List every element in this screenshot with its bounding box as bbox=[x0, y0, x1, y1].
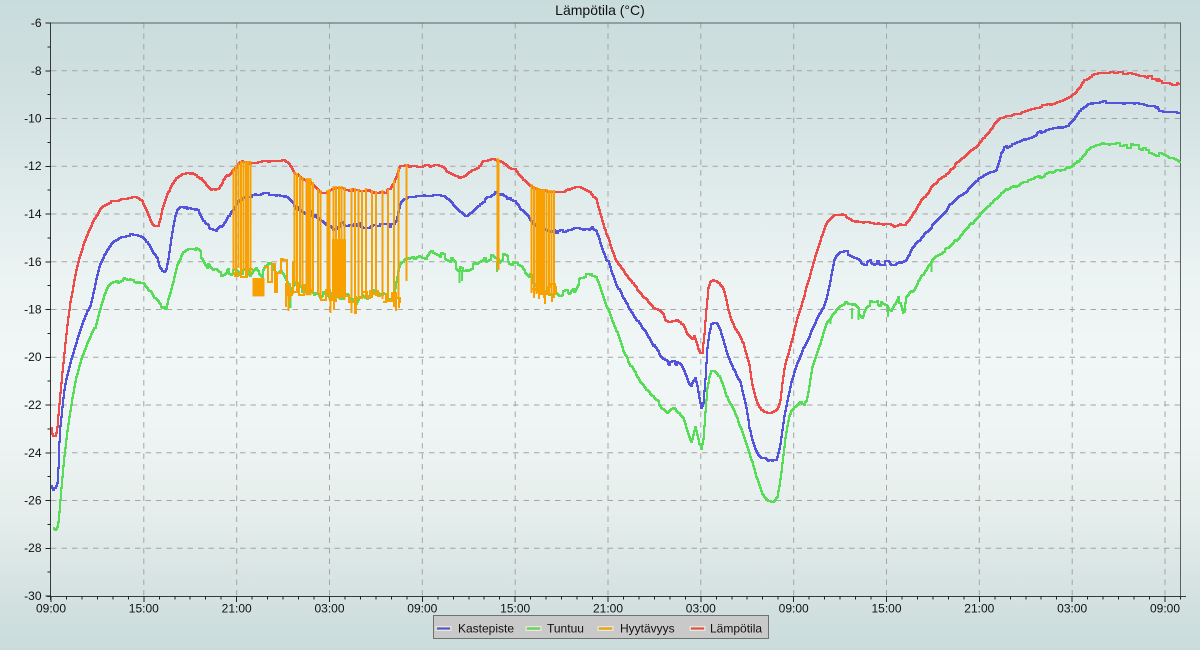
svg-text:-10: -10 bbox=[24, 112, 42, 126]
svg-text:-18: -18 bbox=[24, 303, 42, 317]
svg-text:03:00: 03:00 bbox=[686, 602, 716, 616]
svg-text:Kastepiste: Kastepiste bbox=[458, 622, 514, 636]
svg-text:Lämpötila: Lämpötila bbox=[710, 622, 762, 636]
svg-text:-26: -26 bbox=[24, 494, 42, 508]
svg-text:-22: -22 bbox=[24, 398, 42, 412]
svg-text:09:00: 09:00 bbox=[1150, 602, 1180, 616]
svg-text:15:00: 15:00 bbox=[871, 602, 901, 616]
svg-text:Tuntuu: Tuntuu bbox=[547, 622, 584, 636]
svg-text:-12: -12 bbox=[24, 159, 42, 173]
svg-text:15:00: 15:00 bbox=[129, 602, 159, 616]
svg-text:09:00: 09:00 bbox=[407, 602, 437, 616]
svg-text:21:00: 21:00 bbox=[593, 602, 623, 616]
svg-text:03:00: 03:00 bbox=[314, 602, 344, 616]
svg-text:21:00: 21:00 bbox=[964, 602, 994, 616]
svg-text:-28: -28 bbox=[24, 541, 42, 555]
svg-text:-20: -20 bbox=[24, 350, 42, 364]
svg-text:Lämpötila (°C): Lämpötila (°C) bbox=[555, 2, 645, 18]
svg-text:-14: -14 bbox=[24, 207, 42, 221]
svg-text:15:00: 15:00 bbox=[500, 602, 530, 616]
svg-text:21:00: 21:00 bbox=[222, 602, 252, 616]
svg-text:-30: -30 bbox=[24, 589, 42, 603]
svg-text:-16: -16 bbox=[24, 255, 42, 269]
svg-text:09:00: 09:00 bbox=[36, 602, 66, 616]
svg-text:-8: -8 bbox=[31, 64, 42, 78]
svg-text:-24: -24 bbox=[24, 446, 42, 460]
svg-text:Hyytävyys: Hyytävyys bbox=[620, 622, 675, 636]
svg-text:-6: -6 bbox=[31, 16, 42, 30]
svg-text:09:00: 09:00 bbox=[779, 602, 809, 616]
svg-text:03:00: 03:00 bbox=[1057, 602, 1087, 616]
